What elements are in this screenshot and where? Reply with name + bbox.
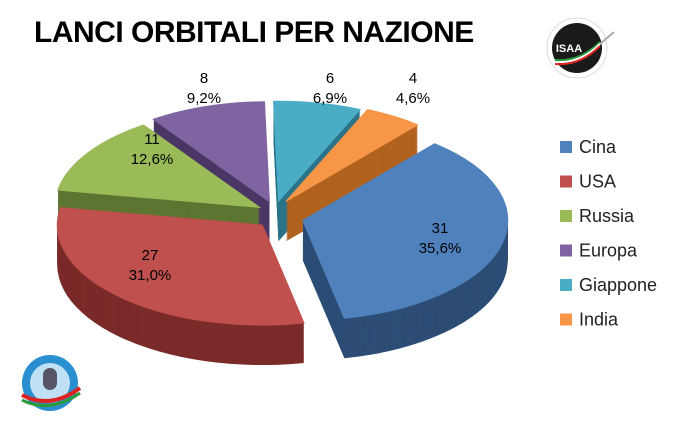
- legend-swatch: [560, 210, 572, 222]
- legend-swatch: [560, 175, 572, 188]
- percent-label: 12,6%: [131, 151, 174, 168]
- percent-label: 9,2%: [187, 90, 221, 107]
- legend-item-europa: Europa: [560, 241, 638, 261]
- slice-cina[interactable]: [302, 143, 509, 319]
- legend: Cina USA Russia Europa Giappone India: [560, 137, 657, 330]
- value-label: 6: [326, 70, 334, 87]
- legend-label: USA: [579, 172, 616, 192]
- isaa-logo-text: ISAA: [556, 43, 582, 55]
- legend-label: Cina: [579, 137, 617, 157]
- legend-swatch: [560, 313, 572, 326]
- slice-europa[interactable]: [152, 101, 270, 203]
- data-label-usa: 27 31,0%: [129, 247, 172, 284]
- value-label: 4: [409, 70, 417, 87]
- legend-label: India: [579, 310, 619, 330]
- value-label: 27: [142, 247, 159, 264]
- data-label-cina: 31 35,6%: [419, 220, 462, 257]
- slice-usa[interactable]: [56, 207, 305, 326]
- legend-item-india: India: [560, 310, 619, 330]
- percent-label: 4,6%: [396, 90, 430, 107]
- data-label-india: 4 4,6%: [396, 70, 430, 107]
- legend-swatch: [560, 141, 572, 153]
- legend-label: Europa: [579, 241, 638, 261]
- legend-item-russia: Russia: [560, 206, 635, 226]
- legend-item-giappone: Giappone: [560, 275, 657, 295]
- slice-giappone[interactable]: [273, 100, 362, 203]
- value-label: 11: [144, 131, 160, 148]
- legend-label: Russia: [579, 206, 635, 226]
- legend-swatch: [560, 279, 572, 291]
- slice-russia[interactable]: [57, 124, 262, 209]
- value-label: 31: [432, 220, 449, 237]
- legend-label: Giappone: [579, 275, 657, 295]
- data-label-giappone: 6 6,9%: [313, 70, 347, 107]
- isaa-logo: ISAA: [546, 17, 615, 79]
- percent-label: 6,9%: [313, 90, 347, 107]
- value-label: 8: [200, 70, 208, 87]
- percent-label: 35,6%: [419, 240, 462, 257]
- slice-india[interactable]: [285, 109, 419, 202]
- legend-item-cina: Cina: [560, 137, 617, 157]
- legend-swatch: [560, 244, 572, 257]
- pie-slices: [56, 100, 509, 366]
- percent-label: 31,0%: [129, 267, 172, 284]
- data-labels: 31 35,6% 27 31,0% 11 12,6% 8 9,2% 6 6,9% 4 4,6%: [129, 70, 462, 284]
- legend-item-usa: USA: [560, 172, 616, 192]
- data-label-russia: 11 12,6%: [131, 131, 174, 168]
- data-label-europa: 8 9,2%: [187, 70, 221, 107]
- radio-logo: [21, 355, 82, 411]
- chart-title: LANCI ORBITALI PER NAZIONE: [34, 16, 474, 49]
